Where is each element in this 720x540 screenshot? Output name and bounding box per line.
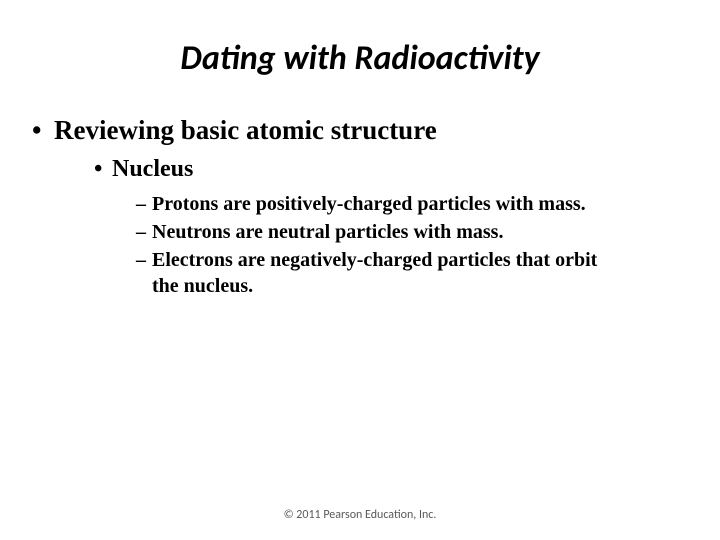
bullet-level-3: – Protons are positively-charged particl… (136, 191, 618, 217)
copyright-footer: © 2011 Pearson Education, Inc. (0, 508, 720, 522)
bullet-level-1: • Reviewing basic atomic structure (32, 115, 688, 146)
bullet-level-2: • Nucleus (94, 156, 688, 183)
bullet-text: Protons are positively-charged particles… (152, 191, 586, 217)
bullet-dot: • (94, 156, 112, 183)
slide-title: Dating with Radioactivity (0, 38, 720, 79)
bullet-dash: – (136, 247, 152, 299)
bullet-text: Nucleus (112, 156, 193, 183)
bullet-level-3: – Neutrons are neutral particles with ma… (136, 219, 618, 245)
bullet-dot: • (32, 115, 54, 146)
bullet-text: Reviewing basic atomic structure (54, 115, 437, 146)
bullet-dash: – (136, 219, 152, 245)
slide: Dating with Radioactivity • Reviewing ba… (0, 0, 720, 540)
bullet-level-3: – Electrons are negatively-charged parti… (136, 247, 618, 299)
bullet-text: Electrons are negatively-charged particl… (152, 247, 618, 299)
bullet-text: Neutrons are neutral particles with mass… (152, 219, 503, 245)
bullet-dash: – (136, 191, 152, 217)
slide-body: • Reviewing basic atomic structure • Nuc… (0, 115, 720, 299)
